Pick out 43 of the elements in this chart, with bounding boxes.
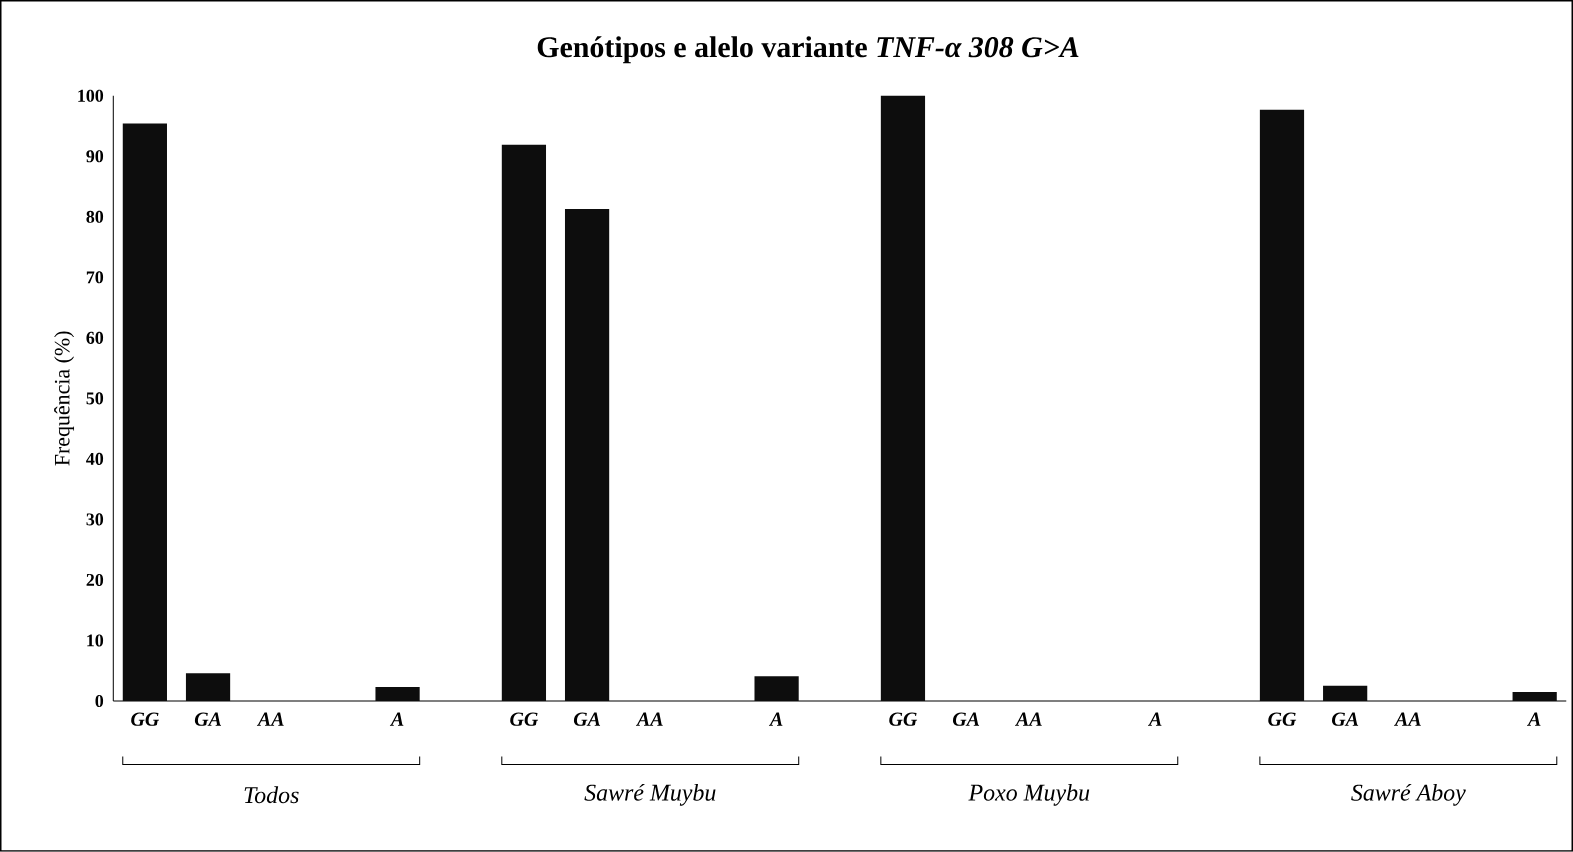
y-tick-label: 40	[86, 452, 104, 466]
bar	[1512, 692, 1557, 702]
x-tick-label: A	[768, 712, 783, 726]
x-tick-label: GG	[510, 712, 539, 726]
x-tick-label: AA	[256, 712, 284, 726]
y-tick-label: 30	[86, 513, 104, 526]
bar	[185, 673, 231, 702]
bar	[501, 144, 547, 702]
bar	[754, 676, 799, 702]
x-tick-label: GA	[573, 712, 601, 726]
bar	[1323, 685, 1368, 702]
y-tick-label: 80	[86, 210, 104, 223]
x-tick-label: GA	[1332, 712, 1359, 726]
bar	[880, 95, 926, 702]
chart-title: Genótipos e alelo variante TNF-α 308 G>A	[537, 36, 1079, 64]
x-tick-label: AA	[1014, 712, 1042, 726]
y-axis-title: Frequência (%)	[54, 331, 75, 466]
x-tick-label: AA	[1394, 712, 1421, 726]
x-tick-label: GG	[131, 712, 160, 726]
x-tick-label: GA	[952, 712, 980, 726]
y-tick-label: 10	[87, 634, 104, 647]
x-tick-label: GA	[194, 712, 222, 726]
x-tick-label: A	[389, 712, 404, 726]
text: Sawré Aboy	[1351, 783, 1466, 806]
x-tick-label: A	[1147, 712, 1162, 726]
x-tick-label: GG	[1268, 712, 1297, 726]
bar	[1259, 109, 1305, 702]
bar	[375, 687, 420, 702]
x-tick-label: GG	[889, 712, 918, 726]
text: Sawré Muybu	[584, 783, 716, 806]
bar	[564, 209, 610, 702]
text: Poxo Muybu	[968, 784, 1090, 806]
y-tick-label: 70	[86, 271, 104, 284]
text: Todos	[244, 786, 299, 804]
y-tick-label: 50	[86, 392, 104, 405]
y-tick-label: 60	[86, 331, 104, 344]
x-tick-label: A	[1526, 712, 1541, 726]
y-tick-label: 100	[78, 89, 104, 102]
y-tick-label: 0	[95, 695, 104, 708]
y-tick-label: 20	[86, 573, 104, 587]
y-tick-label: 90	[86, 150, 104, 163]
x-tick-label: AA	[635, 712, 663, 726]
bar	[122, 123, 167, 702]
